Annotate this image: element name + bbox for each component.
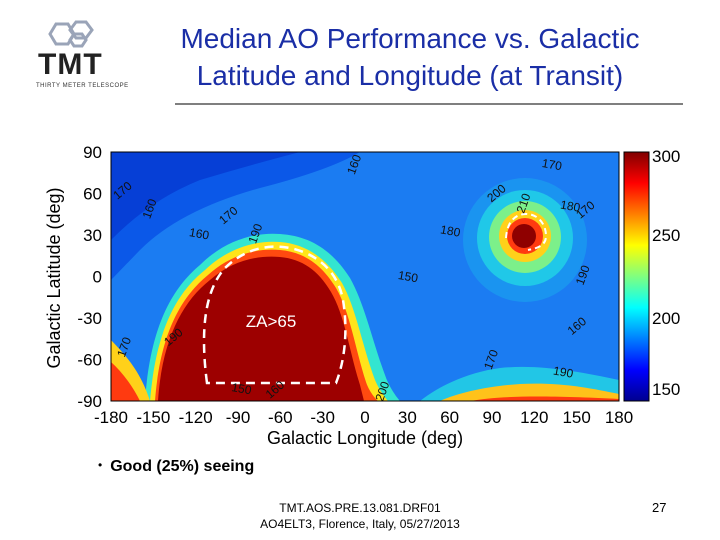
y-tick-label: -90 [77, 392, 102, 411]
colorbar-tick-label: 200 [652, 309, 680, 328]
logo-text: TMT [38, 48, 103, 81]
slide-title: Median AO Performance vs. Galactic Latit… [180, 23, 640, 91]
spot-boundary [505, 212, 548, 251]
contour-label: 170 [114, 335, 134, 359]
contour-label: 150 [397, 268, 419, 285]
contour-label: 190 [573, 263, 593, 287]
x-tick-label: -180 [94, 408, 128, 427]
logo-hexagon-icon [48, 20, 94, 48]
contour-label: 170 [481, 347, 501, 371]
colorbar-tick-label: 300 [652, 147, 680, 166]
x-axis-label: Galactic Longitude (deg) [267, 428, 463, 448]
bullet-item: • Good (25%) seeing [98, 458, 254, 476]
y-tick-label: -30 [77, 309, 102, 328]
x-tick-label: 120 [520, 408, 548, 427]
bottom-band-yellow [440, 383, 619, 401]
x-tick-label: 30 [398, 408, 417, 427]
x-tick-label: 60 [440, 408, 459, 427]
contour-label: 170 [541, 156, 563, 173]
contour-label: 200 [372, 379, 392, 403]
contour-label: 210 [514, 191, 534, 215]
contour-label: 160 [188, 225, 210, 242]
plot-frame [110, 151, 620, 402]
contour-label: 180 [559, 198, 581, 215]
bullet-text: Good (25%) seeing [110, 458, 255, 475]
x-tick-label: -150 [136, 408, 170, 427]
bullet-dot-icon: • [98, 458, 103, 472]
tmt-logo: TMT THIRTY METER TELESCOPE [32, 20, 158, 92]
blue-band-dark [111, 152, 300, 240]
colorbar-tick-label: 150 [652, 380, 680, 399]
x-tick-label: -120 [179, 408, 213, 427]
za65-boundary [202, 245, 347, 385]
y-tick-label: 0 [93, 268, 102, 287]
logo-subtext: THIRTY METER TELESCOPE [36, 83, 129, 89]
page-number: 27 [652, 500, 667, 515]
y-tick-label: -60 [77, 351, 102, 370]
corner-band-red [111, 362, 140, 401]
colorbar-tick-label: 250 [652, 226, 680, 245]
hot-spot [512, 224, 536, 248]
x-tick-label: -90 [226, 408, 251, 427]
contour-label: 180 [439, 222, 461, 239]
x-tick-label: -30 [310, 408, 335, 427]
y-tick-label: 90 [83, 143, 102, 162]
x-tick-label: -60 [268, 408, 293, 427]
y-axis-label: Galactic Latitude (deg) [44, 187, 64, 368]
za-annotation: ZA>65 [246, 312, 297, 331]
contour-label: 160 [140, 197, 160, 221]
footer: TMT.AOS.PRE.13.081.DRF01 AO4ELT3, Floren… [230, 500, 490, 532]
y-tick-label: 60 [83, 185, 102, 204]
contour-label: 150 [230, 380, 252, 397]
title-divider [175, 103, 683, 105]
contour-label: 190 [552, 364, 574, 381]
colorbar [623, 151, 650, 402]
x-tick-label: 150 [562, 408, 590, 427]
hot-region [158, 256, 364, 401]
x-tick-label: 0 [360, 408, 369, 427]
y-tick-label: 30 [83, 226, 102, 245]
footer-line-2: AO4ELT3, Florence, Italy, 05/27/2013 [260, 517, 460, 531]
contour-label: 160 [344, 152, 364, 176]
bottom-band-red [470, 396, 619, 401]
x-tick-label: 180 [605, 408, 633, 427]
footer-line-1: TMT.AOS.PRE.13.081.DRF01 [279, 501, 441, 515]
x-tick-label: 90 [483, 408, 502, 427]
contour-label: 190 [245, 222, 265, 246]
